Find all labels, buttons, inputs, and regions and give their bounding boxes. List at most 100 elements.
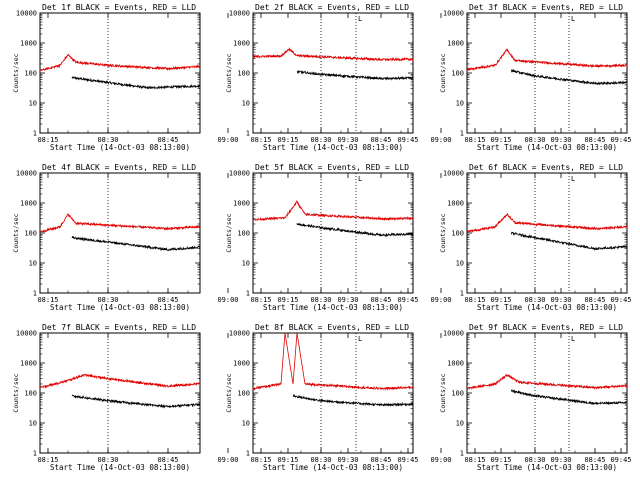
- panel-6: Det 6f BLACK = Events, RED = LLD 1 10 100 10…: [439, 163, 628, 312]
- plot-frame: [39, 12, 201, 134]
- x-tick-label: 09:30: [337, 136, 358, 144]
- x-tick-label: 08:15: [250, 296, 271, 304]
- y-tick-label: 1: [460, 130, 464, 138]
- y-tick-label: 100: [24, 230, 37, 238]
- x-tick-label: 08:15: [37, 456, 58, 464]
- panel-title: Det 9f BLACK = Events, RED = LLD: [469, 323, 623, 332]
- x-axis-label: Start Time (14-Oct-03 08:13:00): [263, 143, 403, 152]
- y-tick-label: 10000: [229, 10, 250, 18]
- panel-title: Det 8f BLACK = Events, RED = LLD: [255, 323, 409, 332]
- interval-marker: L: [358, 15, 362, 23]
- x-tick-label: 08:45: [370, 136, 391, 144]
- x-tick-label: 09:30: [550, 136, 571, 144]
- y-axis-label: Counts/sec: [225, 373, 233, 412]
- interval-marker: L: [358, 335, 362, 343]
- x-tick-label: 09:30: [550, 456, 571, 464]
- series-line-lld: [467, 373, 627, 391]
- x-tick-label: 08:45: [157, 456, 178, 464]
- y-tick-label: 1000: [447, 200, 464, 208]
- y-tick-label: 10: [29, 420, 37, 428]
- y-tick-label: 1000: [20, 200, 37, 208]
- y-axis-label: Counts/sec: [12, 53, 20, 92]
- x-tick-label: 09:15: [277, 136, 298, 144]
- y-tick-label: 1000: [233, 360, 250, 368]
- series-line-lld: [253, 200, 413, 222]
- y-tick-label: 10: [456, 260, 464, 268]
- x-tick-label: 08:45: [584, 456, 605, 464]
- x-tick-label: 08:45: [584, 296, 605, 304]
- y-tick-label: 10000: [229, 170, 250, 178]
- plot-frame: [39, 172, 201, 294]
- series-line-events: [510, 231, 627, 252]
- x-tick-label: 09:15: [490, 136, 511, 144]
- panel-4: Det 4f BLACK = Events, RED = LLD11010010…: [12, 163, 419, 312]
- y-tick-label: 10: [242, 260, 250, 268]
- x-tick-label: 09:45: [610, 456, 631, 464]
- plot-frame: [466, 332, 628, 454]
- x-tick-label: 09:45: [397, 296, 418, 304]
- x-tick-label: 09:15: [277, 296, 298, 304]
- y-tick-label: 100: [237, 390, 250, 398]
- series-line-lld: [253, 333, 413, 391]
- plot-frame: [252, 172, 414, 294]
- series-line-events: [510, 389, 627, 406]
- series-line-events: [510, 68, 627, 86]
- x-tick-label: 09:00: [217, 456, 238, 464]
- panel-title: Det 2f BLACK = Events, RED = LLD: [255, 3, 409, 12]
- panel-7: Det 7f BLACK = Events, RED = LLD11010010…: [12, 323, 419, 472]
- x-tick-label: 08:45: [157, 296, 178, 304]
- y-tick-label: 10: [456, 420, 464, 428]
- x-axis-label: Start Time (14-Oct-03 08:13:00): [50, 303, 190, 312]
- x-axis-label: Start Time (14-Oct-03 08:13:00): [263, 463, 403, 472]
- y-tick-label: 100: [24, 70, 37, 78]
- x-tick-label: 08:15: [250, 456, 271, 464]
- y-tick-label: 10000: [16, 10, 37, 18]
- panel-title: Det 1f BLACK = Events, RED = LLD: [42, 3, 196, 12]
- x-tick-label: 09:00: [217, 296, 238, 304]
- y-tick-label: 10000: [16, 170, 37, 178]
- y-tick-label: 1000: [20, 40, 37, 48]
- series-line-events: [71, 75, 200, 90]
- x-axis-label: Start Time (14-Oct-03 08:13:00): [263, 303, 403, 312]
- y-tick-label: 1: [246, 290, 250, 298]
- x-tick-label: 08:15: [250, 136, 271, 144]
- x-tick-label: 09:30: [337, 296, 358, 304]
- plot-frame: [39, 332, 201, 454]
- x-axis-label: Start Time (14-Oct-03 08:13:00): [50, 463, 190, 472]
- panel-3: Det 3f BLACK = Events, RED = LLD 1 10 100 10…: [439, 3, 628, 152]
- x-tick-label: 09:15: [490, 456, 511, 464]
- y-axis-label: Counts/sec: [12, 373, 20, 412]
- y-tick-label: 1000: [447, 40, 464, 48]
- panel-9: Det 9f BLACK = Events, RED = LLD 1 10 100 10…: [439, 323, 628, 472]
- x-axis-label: Start Time (14-Oct-03 08:13:00): [477, 463, 617, 472]
- y-tick-label: 1: [33, 450, 37, 458]
- series-line-events: [292, 393, 413, 407]
- x-tick-label: 09:00: [430, 296, 451, 304]
- y-axis-label: Counts/sec: [225, 213, 233, 252]
- y-tick-label: 100: [451, 230, 464, 238]
- y-axis-label: Counts/sec: [439, 373, 447, 412]
- panel-5: Det 5f BLACK = Events, RED = LLD 1 10 100 10…: [225, 163, 632, 312]
- plot-frame: [466, 12, 628, 134]
- series-line-lld: [467, 212, 627, 233]
- panel-8: Det 8f BLACK = Events, RED = LLD 1 10 100 10…: [225, 323, 632, 472]
- x-tick-label: 08:30: [524, 456, 545, 464]
- x-tick-label: 09:00: [217, 136, 238, 144]
- y-axis-label: Counts/sec: [12, 213, 20, 252]
- interval-marker: L: [571, 335, 575, 343]
- series-line-events: [71, 235, 200, 252]
- x-tick-label: 09:15: [490, 296, 511, 304]
- x-tick-label: 08:30: [310, 296, 331, 304]
- panel-title: Det 5f BLACK = Events, RED = LLD: [255, 163, 409, 172]
- series-line-events: [296, 69, 413, 81]
- x-axis-label: Start Time (14-Oct-03 08:13:00): [477, 303, 617, 312]
- y-tick-label: 1: [33, 290, 37, 298]
- x-tick-label: 08:30: [97, 136, 118, 144]
- x-tick-label: 08:45: [584, 136, 605, 144]
- x-tick-label: 08:45: [370, 296, 391, 304]
- y-tick-label: 10: [242, 100, 250, 108]
- y-tick-label: 1: [460, 450, 464, 458]
- series-line-lld: [40, 213, 200, 233]
- y-tick-label: 1: [33, 130, 37, 138]
